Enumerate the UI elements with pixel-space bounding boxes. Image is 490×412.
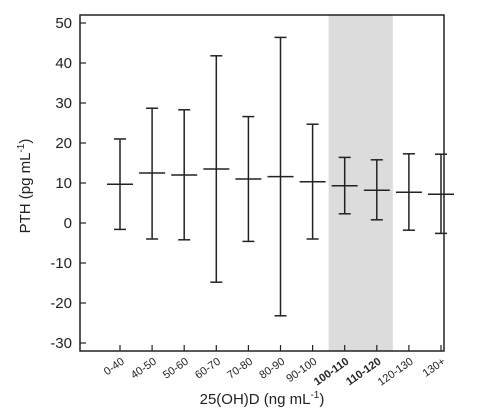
y-tick-label: 10 xyxy=(55,175,72,192)
y-tick-label: 40 xyxy=(55,55,72,72)
error-bars xyxy=(107,36,454,317)
y-tick-label: 30 xyxy=(55,95,72,112)
error-bar-70-80 xyxy=(235,115,262,243)
y-tick-label: -10 xyxy=(50,255,72,272)
x-tick-label: 130+ xyxy=(421,356,448,380)
error-bar-120-130 xyxy=(395,153,422,231)
error-bar-80-90 xyxy=(267,36,294,317)
error-bar-60-70 xyxy=(203,55,230,283)
x-tick-label: 40-50 xyxy=(129,356,159,382)
x-tick-label: 120-130 xyxy=(376,356,416,389)
x-tick-label: 80-90 xyxy=(257,356,287,382)
y-tick-label: 50 xyxy=(55,15,72,32)
x-tick-label: 110-120 xyxy=(344,356,383,389)
y-tick-label: 20 xyxy=(55,135,72,152)
y-axis-label: PTH (pg mL-1) xyxy=(16,139,34,234)
x-axis-label: 25(OH)D (ng mL-1) xyxy=(200,390,325,408)
error-bar-40-50 xyxy=(139,107,166,240)
error-bar-100-110 xyxy=(331,156,358,215)
x-tick-label: 0-40 xyxy=(102,356,127,378)
y-tick-label: -30 xyxy=(50,335,72,352)
highlight-band xyxy=(328,15,393,351)
error-bar-90-100 xyxy=(299,123,326,240)
y-axis-ticks: -30 -20 -10 0 10 20 30 40 50 xyxy=(50,15,86,352)
x-tick-label: 100-110 xyxy=(312,356,351,389)
plot-frame xyxy=(79,14,445,352)
error-bar-0-40 xyxy=(107,138,133,231)
x-tick-label: 70-80 xyxy=(225,356,255,382)
y-tick-label: 0 xyxy=(64,215,72,232)
x-tick-label: 60-70 xyxy=(193,356,223,382)
error-bar-50-60 xyxy=(171,109,198,241)
y-tick-label: -20 xyxy=(50,295,72,312)
x-tick-label: 50-60 xyxy=(161,356,191,382)
error-bar-130+ xyxy=(428,153,454,235)
error-bar-110-120 xyxy=(363,159,390,221)
